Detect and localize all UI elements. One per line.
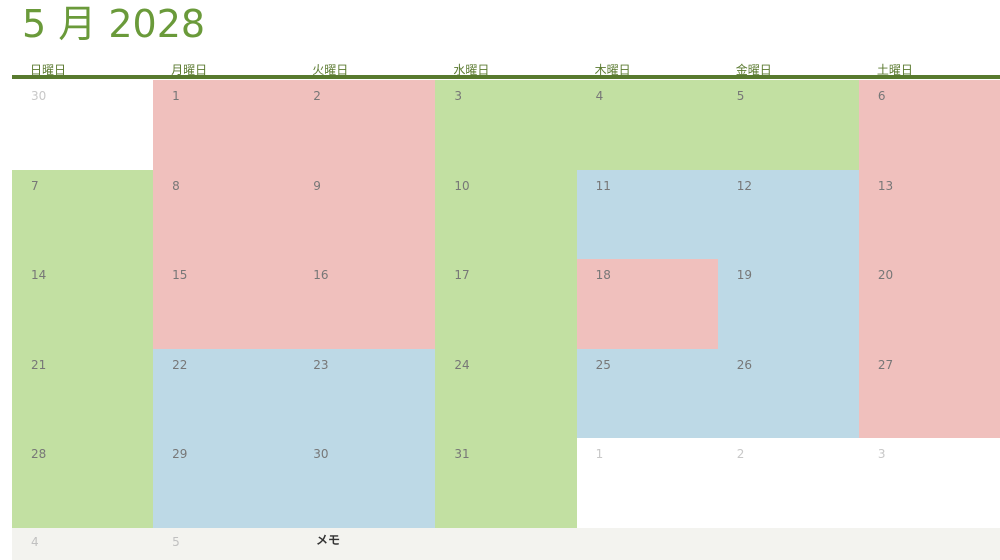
calendar-title: 5 月 2028 [22, 2, 206, 46]
day-cell: 1 [576, 438, 719, 529]
day-number: 23 [313, 357, 329, 372]
weekday-label: 木曜日 [594, 63, 631, 77]
day-cell: 13 [858, 169, 1000, 260]
day-number: 27 [877, 357, 894, 372]
day-number: 21 [31, 357, 47, 372]
day-number: 12 [736, 178, 752, 193]
day-cell: 11 [576, 169, 719, 260]
day-number: 3 [877, 447, 886, 462]
day-number: 4 [595, 89, 604, 103]
day-cell: 23 [294, 348, 436, 439]
day-number: 24 [454, 357, 470, 372]
day-cell: 31 [435, 438, 578, 529]
day-cell: 21 [12, 348, 154, 439]
day-cell: 24 [435, 348, 578, 439]
day-number: 29 [172, 447, 188, 462]
day-number: 3 [454, 89, 463, 103]
day-number: 14 [31, 268, 47, 283]
day-number: 19 [736, 268, 752, 283]
day-cell: 6 [858, 80, 1000, 171]
day-cell: 7 [12, 169, 154, 260]
day-cell: 3 [858, 438, 1000, 529]
day-number: 5 [172, 535, 180, 549]
day-number: 5 [736, 89, 745, 103]
day-cell: 30 [294, 438, 436, 529]
day-cell: 2 [717, 438, 860, 529]
weekday-label: 火曜日 [312, 63, 349, 77]
day-number: 13 [877, 178, 894, 193]
day-number: 11 [595, 178, 611, 193]
day-number: 1 [595, 447, 604, 462]
day-number: 7 [31, 178, 39, 193]
day-cell: 5 [717, 80, 860, 171]
day-number: 6 [877, 89, 886, 103]
day-number: 10 [454, 178, 470, 193]
day-number: 15 [172, 268, 188, 283]
day-cell: 30 [12, 80, 154, 171]
day-cell: 25 [576, 348, 719, 439]
day-number: 26 [736, 357, 752, 372]
day-cell: 2 [294, 80, 436, 171]
day-cell: 17 [435, 259, 578, 350]
weekday-label: 月曜日 [171, 63, 208, 77]
memo-label: メモ [316, 533, 341, 547]
day-cell: 12 [717, 169, 860, 260]
day-cell: 26 [717, 348, 860, 439]
day-cell: 27 [858, 348, 1000, 439]
weekday-label: 金曜日 [735, 63, 772, 77]
day-number: 1 [172, 89, 180, 103]
day-cell: 9 [294, 169, 436, 260]
weekday-label: 日曜日 [30, 63, 67, 77]
footer-row [12, 528, 1000, 560]
day-cell: 14 [12, 259, 154, 350]
day-number: 18 [595, 268, 611, 283]
day-cell: 15 [153, 259, 295, 350]
day-cell: 22 [153, 348, 295, 439]
header-rule [12, 75, 1000, 79]
day-cell: 28 [12, 438, 154, 529]
day-number: 8 [172, 178, 180, 193]
day-number: 2 [736, 447, 745, 462]
day-cell: 16 [294, 259, 436, 350]
weekday-label: 水曜日 [453, 63, 490, 77]
day-cell: 10 [435, 169, 578, 260]
day-cell: 19 [717, 259, 860, 350]
day-number: 28 [31, 447, 47, 462]
day-cell: 29 [153, 438, 295, 529]
day-cell: 18 [576, 259, 719, 350]
day-cell: 8 [153, 169, 295, 260]
day-cell: 4 [576, 80, 719, 171]
day-number: 30 [313, 447, 329, 462]
weekday-label: 土曜日 [876, 63, 913, 77]
day-number: 30 [31, 89, 47, 103]
day-number: 4 [31, 535, 39, 549]
day-number: 20 [877, 268, 894, 283]
day-number: 9 [313, 178, 321, 193]
day-cell: 1 [153, 80, 295, 171]
day-cell: 3 [435, 80, 578, 171]
day-number: 25 [595, 357, 611, 372]
day-number: 2 [313, 89, 321, 103]
day-number: 17 [454, 268, 470, 283]
day-cell: 20 [858, 259, 1000, 350]
day-number: 31 [454, 447, 470, 462]
day-number: 16 [313, 268, 329, 283]
day-number: 22 [172, 357, 188, 372]
